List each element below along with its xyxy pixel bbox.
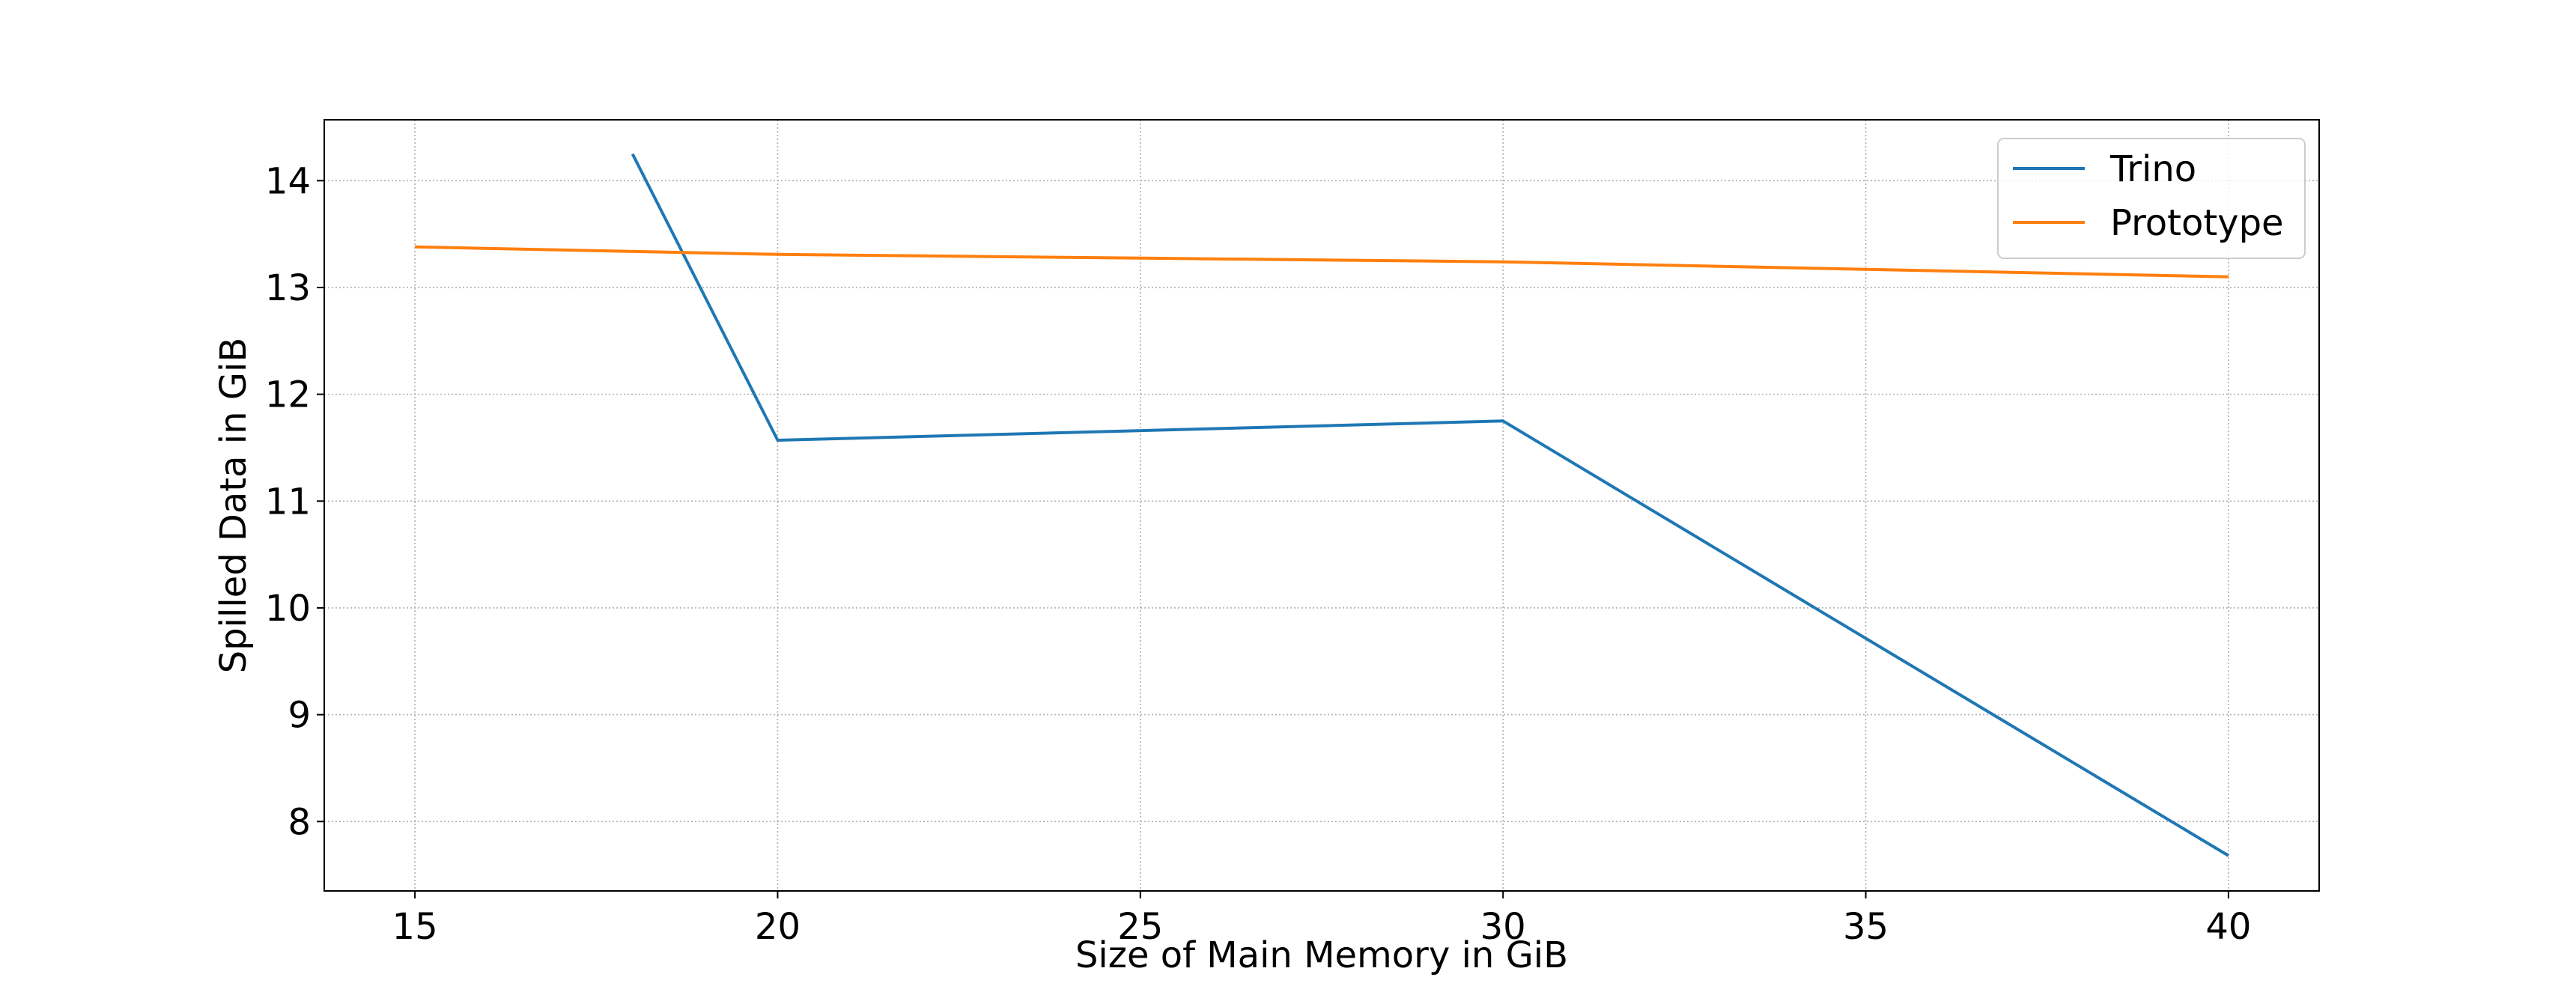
series-line-trino — [631, 153, 2229, 857]
y-tick-label: 12 — [265, 374, 311, 416]
plot-frame — [323, 119, 2320, 892]
series-line-prototype — [415, 245, 2229, 279]
y-tick-label: 10 — [265, 588, 311, 630]
y-axis-label: Spilled Data in GiB — [213, 338, 255, 674]
x-tick-label: 25 — [1117, 906, 1163, 948]
y-tick-label: 9 — [288, 695, 311, 737]
x-tick-label: 20 — [755, 906, 801, 948]
y-tick-label: 13 — [265, 267, 311, 309]
x-tick-label: 40 — [2205, 906, 2251, 948]
grid — [324, 120, 2319, 891]
y-tick-label: 14 — [265, 160, 311, 202]
legend-label-trino: Trino — [2109, 148, 2196, 190]
y-tick-label: 11 — [265, 481, 311, 523]
x-tick-label: 15 — [392, 906, 438, 948]
ticks: 15 20 25 30 35 40 8 9 10 11 12 13 14 — [265, 160, 2252, 948]
series-layer — [415, 153, 2229, 857]
y-tick-label: 8 — [288, 801, 311, 843]
legend: Trino Prototype — [1997, 138, 2306, 259]
x-axis-label: Size of Main Memory in GiB — [1075, 934, 1568, 976]
x-tick-label: 30 — [1480, 906, 1526, 948]
x-tick-label: 35 — [1843, 906, 1889, 948]
legend-label-prototype: Prototype — [2110, 202, 2284, 244]
